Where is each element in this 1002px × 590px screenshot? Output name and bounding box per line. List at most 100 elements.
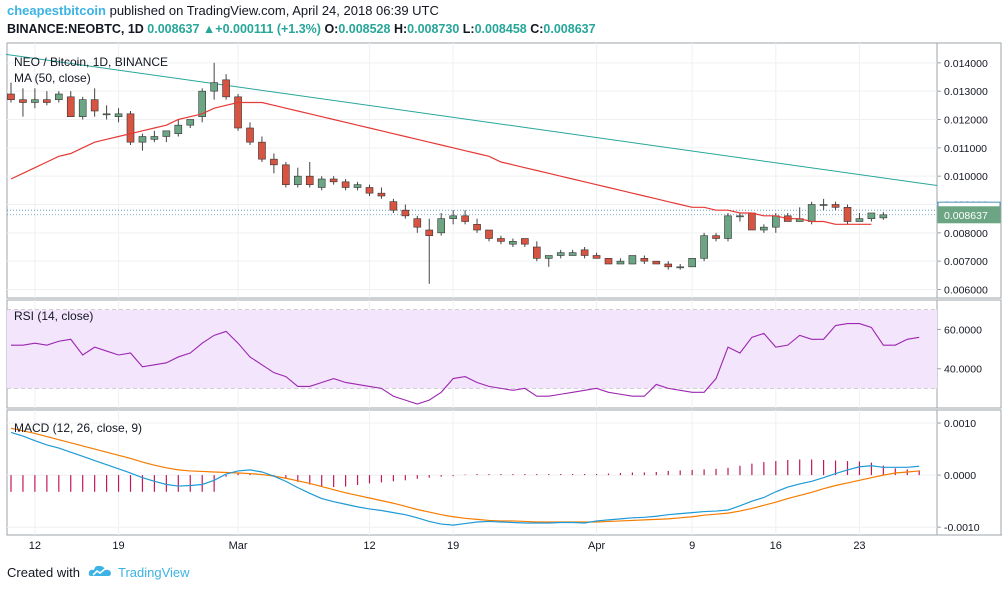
candle-up: [807, 204, 816, 222]
candle-down: [461, 215, 469, 222]
candle-down: [365, 187, 374, 194]
candle-up: [210, 82, 218, 92]
x-tick-label: 9: [689, 540, 695, 552]
candle-up: [174, 124, 183, 134]
candle-up: [700, 235, 708, 259]
candle-down: [126, 113, 135, 143]
candle-up: [628, 255, 637, 265]
rsi-tick-label: 60.0000: [944, 324, 982, 336]
ohlc-line: BINANCE:NEOBTC, 1D 0.008637 ▲+0.000111 (…: [7, 22, 596, 36]
grid-lines: [7, 43, 937, 535]
candle-up: [78, 99, 87, 117]
candle-up: [138, 136, 147, 143]
candle-down: [425, 229, 434, 236]
y-tick-label: 0.006000: [944, 285, 988, 297]
candle-down: [640, 258, 649, 262]
candle-down: [521, 238, 529, 245]
price-label-box: [937, 206, 1001, 224]
x-tick-label: 12: [29, 540, 41, 552]
rsi-title: RSI (14, close): [14, 309, 93, 323]
ma-line: [10, 101, 872, 225]
publisher-link[interactable]: cheapestbitcoin: [7, 3, 106, 18]
candle-up: [102, 113, 111, 116]
candle-down: [604, 258, 613, 265]
y-tick-label: 0.008000: [944, 228, 988, 240]
candle-down: [341, 181, 350, 188]
candle-down: [234, 96, 242, 129]
y-tick-label: 0.014000: [944, 58, 988, 70]
high-label: H:: [393, 22, 408, 36]
candle-down: [222, 79, 230, 98]
y-tick-label: 0.007000: [944, 256, 988, 268]
x-tick-label: 19: [447, 540, 459, 552]
candle-down: [19, 99, 27, 103]
y-tick-label: 0.010000: [944, 171, 988, 183]
pane-frame-macd: [6, 409, 1002, 536]
close-label: C:: [530, 22, 544, 36]
candle-down: [831, 204, 840, 208]
close-value: 0.008637: [543, 22, 596, 36]
tradingview-link[interactable]: TradingView: [118, 565, 190, 580]
open-value: 0.008528: [338, 22, 391, 36]
chart-area[interactable]: 12 19 Mar 12 19 Apr 9 16 23 0.014000 0.013000 0.012…: [0, 0, 1002, 555]
candle-up: [150, 136, 159, 140]
candle-up: [186, 119, 195, 126]
candle-up: [162, 130, 171, 137]
y-tick-label: 0.012000: [944, 115, 988, 127]
candle-down: [485, 229, 493, 239]
candle-up: [676, 266, 685, 269]
candle-down: [258, 141, 266, 160]
candle-up: [736, 215, 744, 218]
tradingview-cloud-icon[interactable]: [88, 563, 112, 579]
rsi-band: [7, 309, 937, 389]
x-tick-label: Apr: [588, 540, 605, 552]
x-tick-label: 19: [112, 540, 124, 552]
candle-down: [90, 99, 99, 112]
candle-up: [449, 215, 457, 219]
candle-down: [7, 93, 15, 100]
x-tick-label: 16: [770, 540, 782, 552]
candle-down: [270, 158, 278, 166]
candle-down: [473, 224, 481, 231]
low-label: L:: [462, 22, 475, 36]
candle-up: [879, 214, 888, 219]
candle-down: [43, 99, 51, 103]
candle-up: [616, 260, 625, 265]
candle-up: [353, 184, 362, 188]
candle-up: [31, 99, 39, 103]
candle-down: [712, 235, 720, 239]
candle-down: [532, 246, 541, 259]
candle-up: [867, 212, 876, 219]
candle-up: [544, 255, 553, 259]
candle-up: [509, 241, 517, 245]
candle-up: [54, 93, 63, 100]
candle-down: [66, 96, 75, 117]
low-value: 0.008458: [474, 22, 527, 36]
candle-down: [748, 212, 756, 231]
y-tick-label: 0.013000: [944, 86, 988, 98]
signal-line: [10, 427, 920, 523]
high-value: 0.008730: [407, 22, 460, 36]
macd-tick-label: 0.0010: [944, 418, 976, 430]
candle-down: [497, 238, 505, 242]
macd-tick-label: -0.0010: [944, 522, 980, 534]
candle-down: [329, 178, 338, 183]
y-tick-label: 0.011000: [944, 143, 987, 155]
pane-frame-main: [6, 42, 1002, 299]
candle-down: [592, 255, 601, 259]
rsi-band-fill: [7, 309, 937, 389]
created-with-text: Created with: [7, 565, 80, 580]
price-label-text: 0.008637: [944, 210, 988, 222]
candle-up: [819, 204, 828, 206]
candle-up: [317, 178, 326, 188]
candle-up: [114, 113, 123, 117]
last-price: 0.008637: [147, 22, 200, 36]
change-value: +0.000111 (+1.3%): [215, 22, 321, 36]
symbol-label: BINANCE:NEOBTC, 1D: [7, 22, 144, 36]
candle-down: [401, 209, 410, 217]
open-label: O:: [324, 22, 339, 36]
candle-up: [724, 215, 732, 239]
candle-down: [377, 192, 386, 197]
macd-title: MACD (12, 26, close, 9): [14, 421, 142, 435]
candle-up: [293, 175, 302, 185]
